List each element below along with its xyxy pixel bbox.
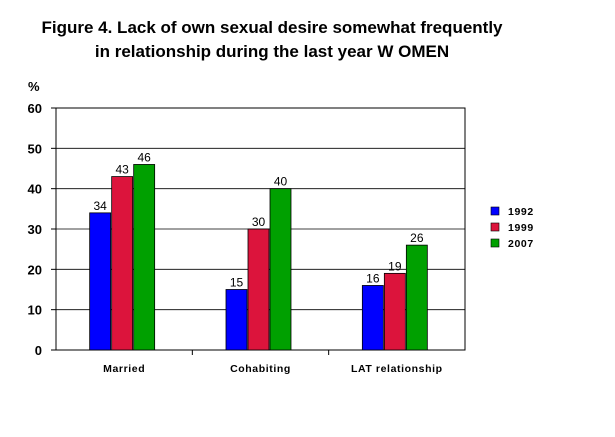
plot-area: 0 10 20 30 40 50 60 34 43 46 Married 15 30 40 Cohabiti… — [28, 101, 466, 375]
x-tick-label: Cohabiting — [230, 363, 291, 375]
y-tick-label: 50 — [28, 141, 42, 156]
x-tick-label: Married — [103, 363, 145, 375]
bar-1992-married — [89, 212, 112, 351]
data-label: 30 — [252, 215, 266, 229]
legend-label: 2007 — [508, 238, 534, 250]
data-label: 34 — [93, 199, 107, 213]
data-label: 16 — [366, 271, 380, 285]
y-tick-label: 0 — [35, 343, 42, 358]
data-label: 15 — [230, 276, 244, 290]
chart-title: Figure 4. Lack of own sexual desire some… — [41, 18, 503, 61]
x-tick-label: LAT relationship — [351, 363, 443, 375]
legend-swatch-2007 — [490, 238, 500, 248]
y-tick-label: 10 — [28, 303, 42, 318]
legend-label: 1992 — [508, 206, 534, 218]
y-axis-label: % — [28, 79, 40, 94]
bar-2007-married — [133, 164, 156, 351]
bar-1992-lat-relationship — [361, 285, 384, 351]
bar-1992-cohabiting — [225, 289, 248, 351]
y-tick-label: 60 — [28, 101, 42, 116]
data-label: 26 — [410, 231, 424, 245]
bar-1999-cohabiting — [247, 228, 270, 351]
y-tick-label: 20 — [28, 262, 42, 277]
chart-title-line-1: Figure 4. Lack of own sexual desire some… — [41, 18, 503, 37]
data-label: 40 — [274, 175, 288, 189]
y-tick-label: 40 — [28, 182, 42, 197]
data-label: 43 — [115, 163, 129, 177]
data-label: 19 — [388, 259, 402, 273]
y-tick-label: 30 — [28, 222, 42, 237]
legend-swatch-1999 — [490, 222, 500, 232]
legend: 1992 1999 2007 — [490, 206, 534, 250]
legend-swatch-1992 — [490, 206, 500, 216]
bar-2007-cohabiting — [269, 188, 292, 351]
bar-1999-married — [111, 176, 134, 351]
chart-title-line-2: in relationship during the last year W O… — [95, 42, 449, 61]
bar-1999-lat-relationship — [383, 272, 406, 351]
legend-label: 1999 — [508, 222, 534, 234]
data-label: 46 — [137, 150, 151, 164]
bar-2007-lat-relationship — [405, 244, 428, 351]
